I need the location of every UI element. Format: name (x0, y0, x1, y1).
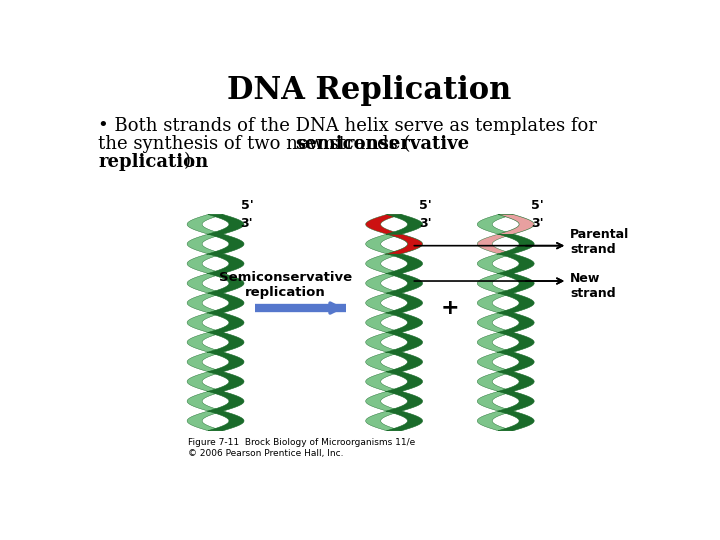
Text: Figure 7-11  Brock Biology of Microorganisms 11/e
© 2006 Pearson Prentice Hall, : Figure 7-11 Brock Biology of Microorgani… (188, 438, 415, 458)
Polygon shape (498, 353, 534, 372)
Polygon shape (498, 313, 534, 333)
Polygon shape (187, 411, 223, 431)
Text: ).: ). (184, 152, 197, 171)
Polygon shape (187, 274, 223, 293)
Polygon shape (386, 392, 423, 411)
Polygon shape (207, 214, 244, 234)
Polygon shape (366, 411, 402, 431)
Polygon shape (386, 254, 423, 274)
Polygon shape (207, 392, 244, 411)
Polygon shape (498, 293, 534, 313)
Polygon shape (208, 274, 244, 293)
Polygon shape (207, 254, 244, 274)
Polygon shape (387, 274, 423, 293)
Text: 3': 3' (419, 217, 432, 230)
Polygon shape (498, 214, 534, 234)
Polygon shape (497, 234, 534, 254)
Text: 5': 5' (419, 199, 432, 212)
Polygon shape (477, 293, 514, 313)
Polygon shape (207, 372, 244, 391)
Polygon shape (366, 353, 402, 372)
Polygon shape (497, 372, 534, 391)
Polygon shape (387, 411, 423, 431)
Polygon shape (187, 214, 224, 234)
Polygon shape (477, 254, 514, 274)
Polygon shape (366, 234, 403, 254)
Polygon shape (187, 392, 224, 411)
Polygon shape (386, 293, 423, 313)
Polygon shape (477, 313, 513, 333)
Polygon shape (386, 353, 423, 372)
Text: Semiconservative
replication: Semiconservative replication (219, 271, 352, 299)
Text: replication: replication (99, 152, 209, 171)
Polygon shape (498, 333, 534, 353)
Polygon shape (498, 274, 534, 293)
Polygon shape (366, 254, 402, 274)
Polygon shape (385, 234, 423, 254)
Polygon shape (208, 411, 244, 431)
Polygon shape (187, 372, 224, 391)
Polygon shape (187, 254, 224, 274)
Polygon shape (187, 234, 225, 254)
Polygon shape (207, 234, 244, 254)
Polygon shape (477, 411, 513, 431)
Polygon shape (477, 234, 515, 254)
Text: Parental
strand: Parental strand (570, 227, 629, 255)
Text: 3': 3' (531, 217, 544, 230)
Polygon shape (477, 333, 514, 353)
Text: 5': 5' (240, 199, 253, 212)
Polygon shape (386, 333, 423, 353)
Polygon shape (366, 313, 402, 333)
Text: • Both strands of the DNA helix serve as templates for: • Both strands of the DNA helix serve as… (99, 117, 598, 135)
Polygon shape (187, 293, 224, 313)
Polygon shape (477, 214, 514, 234)
Text: 5': 5' (531, 199, 544, 212)
Polygon shape (385, 372, 423, 391)
Text: +: + (441, 298, 459, 318)
Polygon shape (366, 333, 402, 353)
Polygon shape (187, 353, 223, 372)
Polygon shape (477, 353, 513, 372)
Text: DNA Replication: DNA Replication (227, 75, 511, 106)
Polygon shape (498, 392, 534, 411)
Polygon shape (366, 293, 402, 313)
Polygon shape (207, 333, 244, 353)
Polygon shape (386, 214, 423, 234)
Polygon shape (498, 411, 534, 431)
Polygon shape (207, 293, 244, 313)
Polygon shape (477, 392, 514, 411)
Polygon shape (187, 313, 223, 333)
FancyArrowPatch shape (302, 303, 340, 313)
Polygon shape (366, 274, 402, 293)
Text: semiconservative: semiconservative (295, 134, 469, 153)
Polygon shape (386, 313, 423, 333)
Polygon shape (477, 372, 514, 391)
Polygon shape (366, 372, 402, 391)
Polygon shape (498, 254, 534, 274)
Polygon shape (366, 214, 402, 234)
Polygon shape (187, 333, 224, 353)
Polygon shape (366, 392, 402, 411)
Text: the synthesis of two new strands (: the synthesis of two new strands ( (99, 134, 411, 153)
Polygon shape (207, 353, 244, 372)
Text: 3': 3' (240, 217, 253, 230)
Polygon shape (477, 274, 513, 293)
Polygon shape (207, 313, 244, 333)
Text: New
strand: New strand (570, 272, 616, 300)
